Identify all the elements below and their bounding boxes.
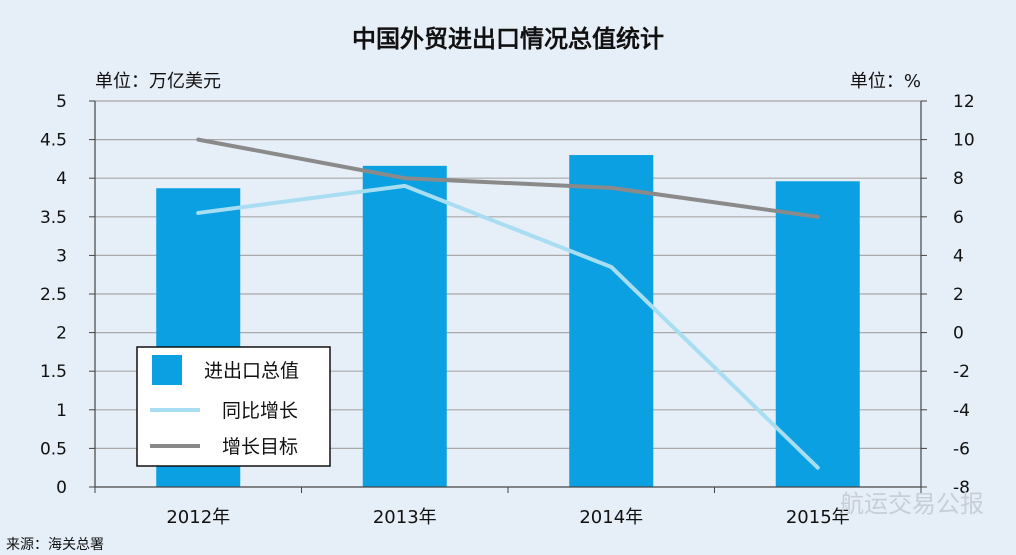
left-tick-label: 3.5 — [40, 208, 67, 228]
series-point — [403, 184, 407, 188]
series-point — [816, 466, 820, 470]
legend-label-total: 进出口总值 — [204, 360, 299, 382]
right-tick-label: 12 — [953, 92, 975, 112]
right-tick-label: 8 — [953, 169, 964, 189]
x-tick-label: 2013年 — [373, 507, 437, 528]
x-tick-label: 2014年 — [579, 507, 643, 528]
left-axis-unit: 单位：万亿美元 — [95, 71, 221, 92]
left-tick-label: 2 — [56, 324, 67, 344]
left-tick-label: 4 — [56, 169, 67, 189]
series-point — [196, 138, 200, 142]
right-tick-label: 4 — [953, 246, 964, 266]
legend-label-target: 增长目标 — [222, 436, 298, 458]
left-tick-label: 0.5 — [40, 439, 67, 459]
right-tick-label: 0 — [953, 324, 964, 344]
series-point — [816, 215, 820, 219]
series-point — [609, 265, 613, 269]
left-tick-label: 0 — [56, 478, 67, 498]
legend: 进出口总值 同比增长 增长目标 — [136, 346, 331, 467]
series-line — [196, 183, 820, 470]
x-tick-label: 2015年 — [786, 507, 850, 528]
watermark: 航运交易公报 — [840, 490, 984, 518]
right-tick-label: -6 — [953, 439, 970, 459]
left-tick-label: 4.5 — [40, 131, 67, 151]
legend-swatch-bar — [152, 355, 182, 385]
right-tick-label: -2 — [953, 362, 970, 382]
bar — [362, 165, 447, 487]
right-tick-label: -4 — [953, 401, 970, 421]
left-tick-label: 1 — [56, 401, 67, 421]
right-tick-label: 2 — [953, 285, 964, 305]
series-line — [196, 137, 820, 219]
right-axis-unit: 单位：% — [850, 71, 921, 92]
right-tick-label: 10 — [953, 131, 975, 151]
chart-title: 中国外贸进出口情况总值统计 — [352, 25, 664, 53]
bar — [775, 181, 860, 487]
series-point — [609, 186, 613, 190]
source-note: 来源：海关总署 — [6, 537, 104, 553]
series-point — [196, 211, 200, 215]
left-tick-label: 1.5 — [40, 362, 67, 382]
series-point — [403, 176, 407, 180]
lines — [196, 137, 820, 470]
left-tick-label: 2.5 — [40, 285, 67, 305]
left-tick-label: 3 — [56, 246, 67, 266]
left-tick-label: 5 — [56, 92, 67, 112]
bar — [569, 155, 654, 488]
legend-label-yoy: 同比增长 — [222, 400, 298, 422]
axes: 0 0.5 1 1.5 2 2.5 3 3.5 4 4.5 5 -8 -6 -4 -2 0 2 4 6 8 10 12 20… — [40, 92, 975, 528]
right-tick-label: 6 — [953, 208, 964, 228]
right-tick-label: -8 — [953, 478, 970, 498]
x-tick-label: 2012年 — [166, 507, 230, 528]
